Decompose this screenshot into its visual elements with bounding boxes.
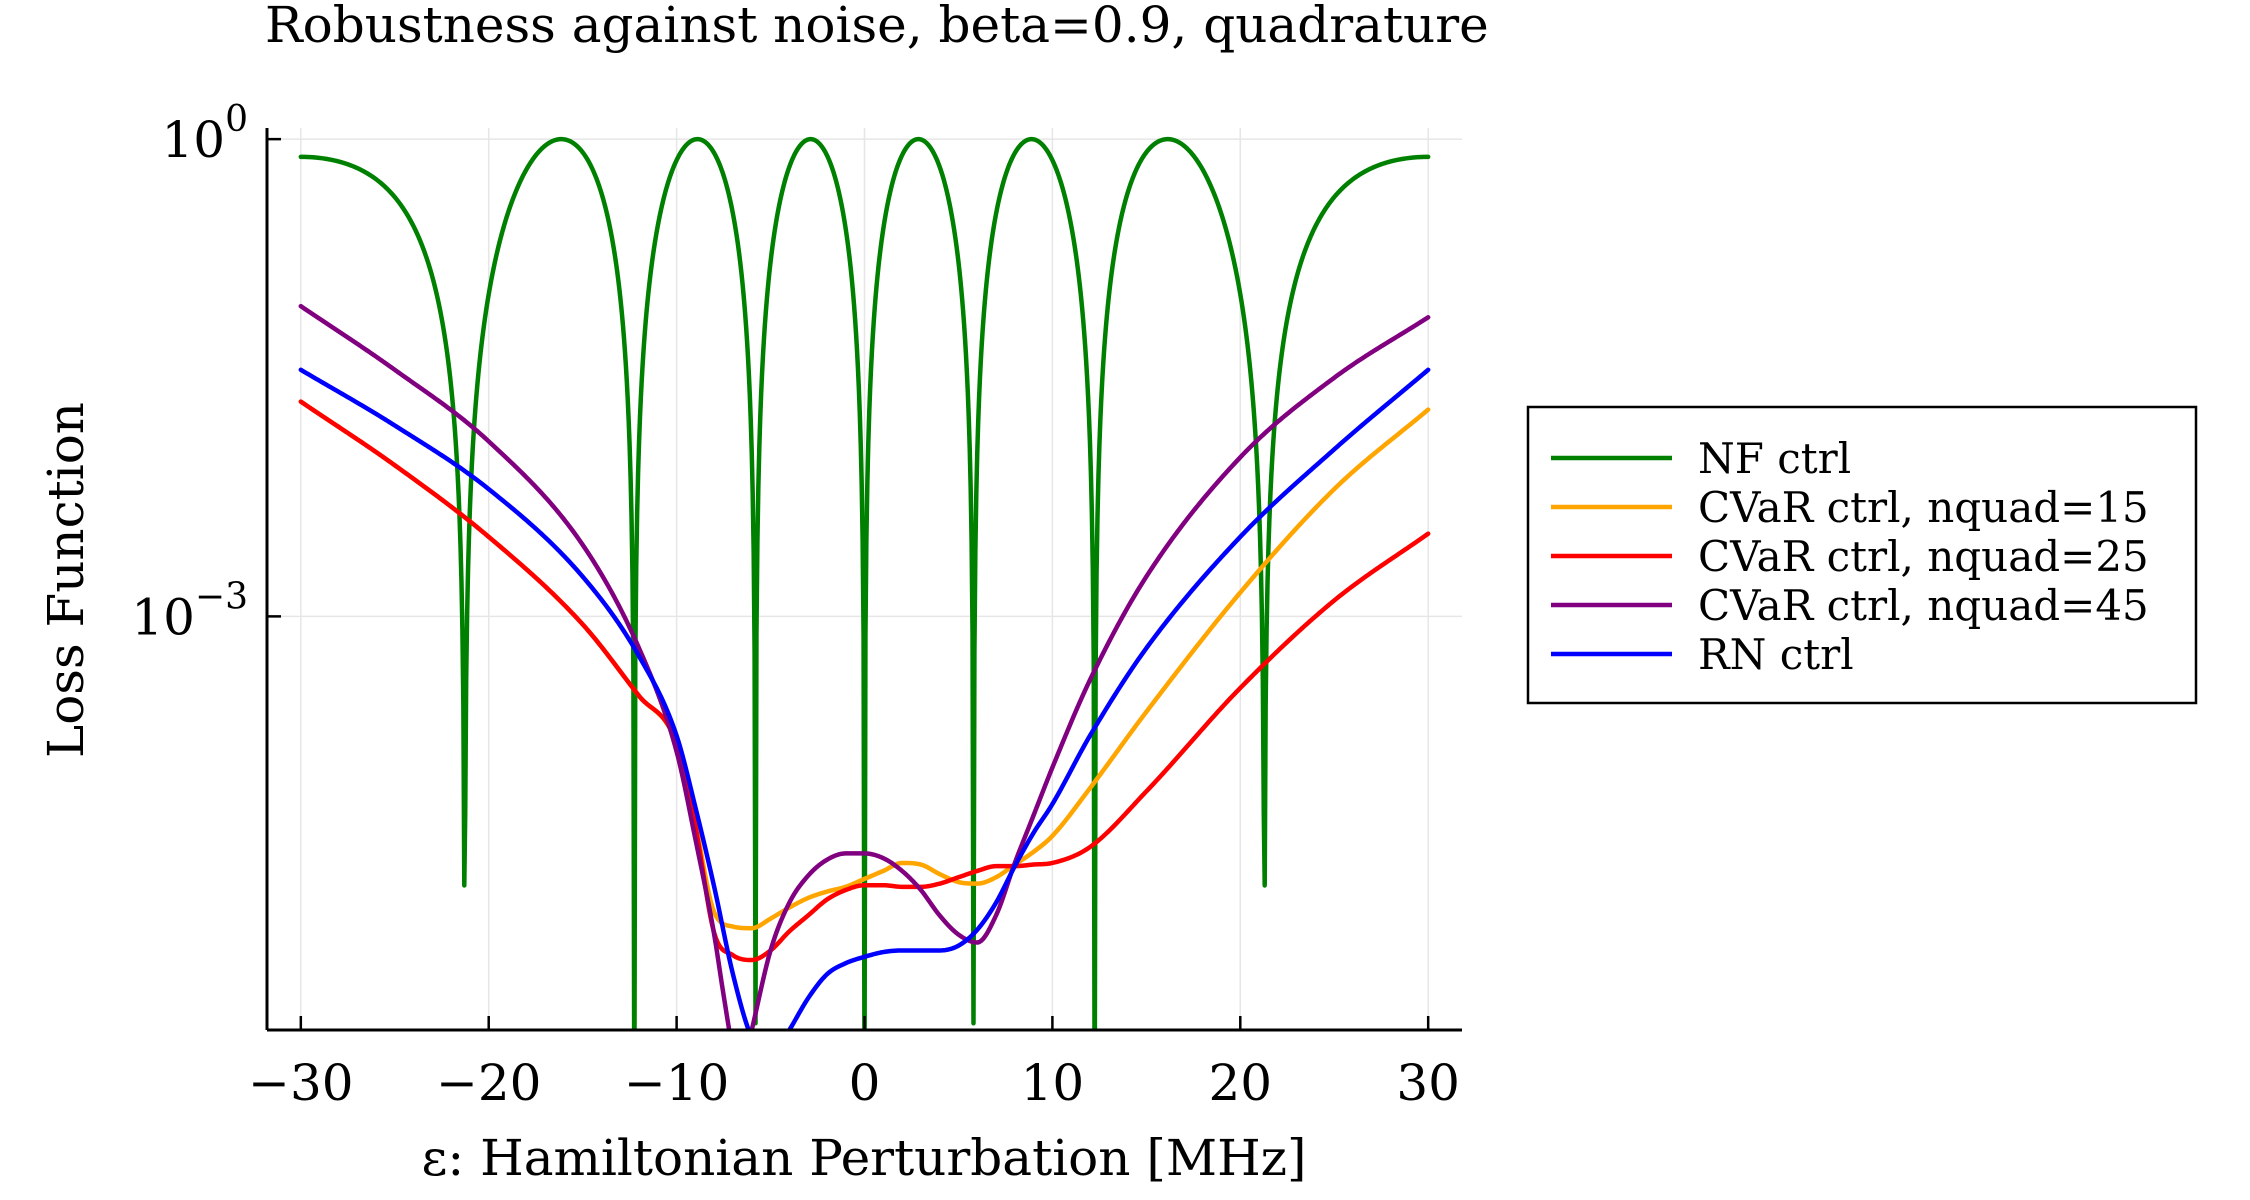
y-tick-label: 10−3 (131, 576, 248, 646)
chart-title: Robustness against noise, beta=0.9, quad… (265, 0, 1489, 54)
x-ticks: −30 −20 −10 0 10 20 30 (248, 1016, 1460, 1112)
x-tick-label: −10 (624, 1054, 730, 1112)
legend-label: CVaR ctrl, nquad=15 (1698, 483, 2149, 532)
series-lines (298, 136, 1431, 1030)
x-tick-label: 30 (1396, 1054, 1460, 1112)
legend-label: RN ctrl (1698, 630, 1854, 679)
legend-label: CVaR ctrl, nquad=25 (1698, 532, 2149, 581)
series-line (298, 136, 1431, 1030)
x-tick-label: −30 (248, 1054, 354, 1112)
x-tick-label: −20 (436, 1054, 542, 1112)
x-axis-label: ε: Hamiltonian Perturbation [MHz] (421, 1129, 1306, 1187)
series-line (298, 367, 1431, 1030)
x-tick-label: 10 (1021, 1054, 1085, 1112)
x-tick-label: 20 (1208, 1054, 1272, 1112)
y-axis-label: Loss Function (37, 402, 95, 758)
legend-label: CVaR ctrl, nquad=45 (1698, 581, 2149, 630)
legend-label: NF ctrl (1698, 434, 1851, 483)
x-tick-label: 0 (849, 1054, 881, 1112)
y-ticks: 100 10−3 (131, 99, 281, 646)
y-tick-label: 100 (161, 99, 248, 169)
series-line (298, 303, 1431, 1030)
series-line (298, 399, 1431, 963)
